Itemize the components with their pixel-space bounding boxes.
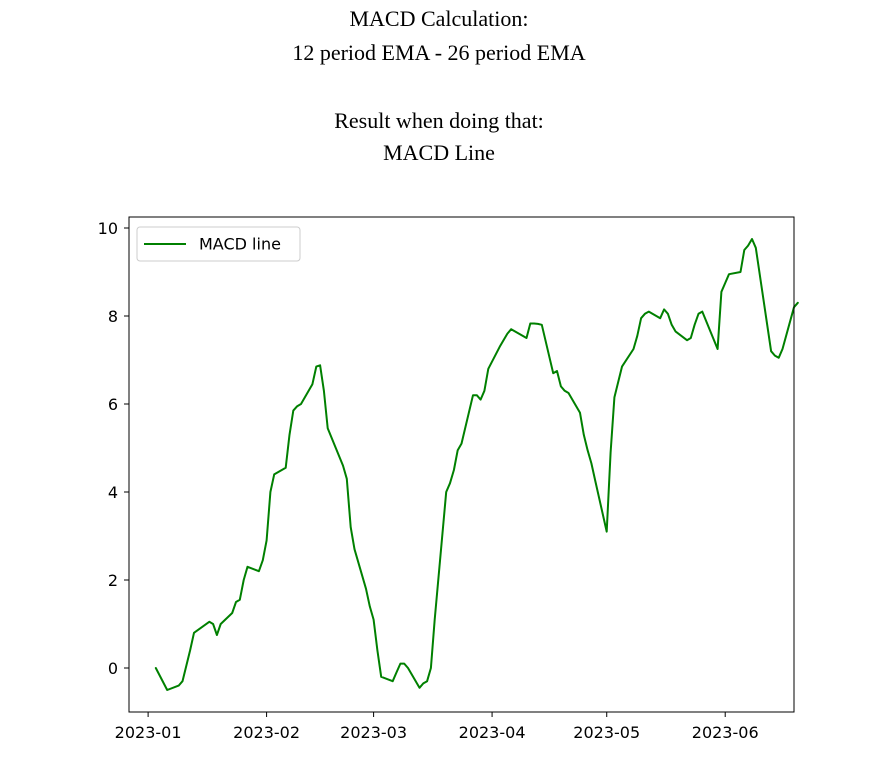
plot-frame <box>128 216 795 713</box>
chart-heading-line-3: Result when doing that: <box>334 108 544 133</box>
legend: MACD line <box>136 226 301 262</box>
y-tick-label: 10 <box>98 219 118 238</box>
x-tick-label: 2023-06 <box>692 723 759 742</box>
legend-label-macd-line: MACD line <box>199 235 281 254</box>
y-axis-ticks: 0 2 4 6 8 10 <box>98 219 129 678</box>
y-tick-label: 8 <box>108 307 118 326</box>
x-tick-label: 2023-01 <box>115 723 182 742</box>
x-tick-label: 2023-04 <box>459 723 526 742</box>
chart-heading-line-2: 12 period EMA - 26 period EMA <box>292 40 586 65</box>
x-tick-label: 2023-02 <box>233 723 300 742</box>
x-tick-label: 2023-03 <box>340 723 407 742</box>
x-axis-ticks: 2023-01 2023-02 2023-03 2023-04 2023-05 2023-… <box>115 712 759 742</box>
y-tick-label: 0 <box>108 659 118 678</box>
y-tick-label: 2 <box>108 571 118 590</box>
y-tick-label: 4 <box>108 483 118 502</box>
legend-box <box>136 226 301 262</box>
chart-heading-line-1: MACD Calculation: <box>349 6 529 31</box>
x-tick-label: 2023-05 <box>573 723 640 742</box>
y-tick-label: 6 <box>108 395 118 414</box>
macd-series-line <box>154 238 799 691</box>
chart-heading-line-4: MACD Line <box>383 140 495 165</box>
